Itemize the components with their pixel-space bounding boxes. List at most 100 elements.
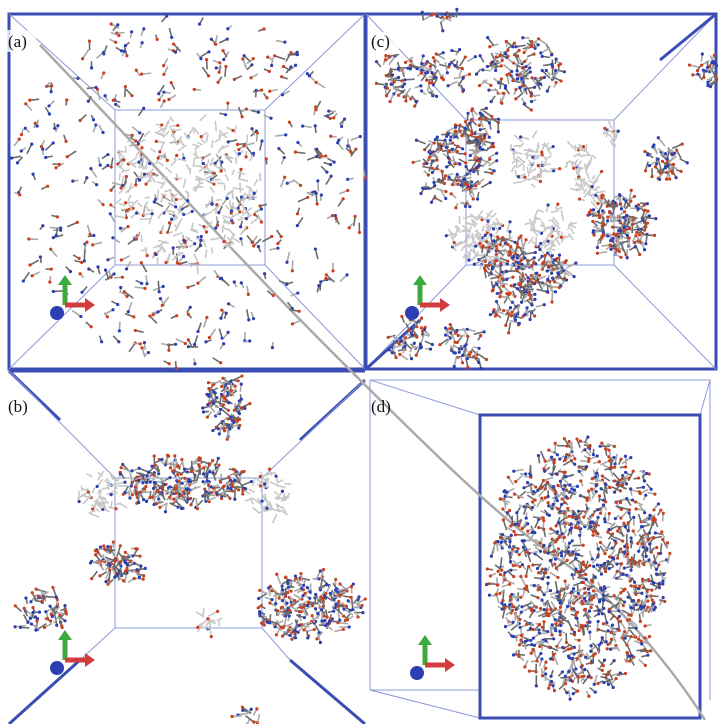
atom: [609, 239, 612, 242]
atom: [563, 277, 566, 280]
atom: [472, 170, 475, 173]
atom: [138, 467, 141, 470]
atom: [238, 210, 241, 213]
atom: [55, 596, 58, 599]
atom: [447, 133, 450, 136]
atom: [283, 156, 286, 159]
atom: [518, 322, 521, 325]
atom: [475, 73, 478, 76]
atom: [268, 468, 271, 471]
atom: [686, 161, 689, 164]
atom: [346, 178, 349, 181]
atom: [106, 545, 109, 548]
atom: [52, 141, 55, 144]
atom: [260, 207, 263, 210]
atom: [291, 322, 294, 325]
atom: [665, 161, 668, 164]
atom: [410, 357, 413, 360]
atom: [206, 479, 209, 482]
atom: [111, 308, 114, 311]
atom: [514, 252, 517, 255]
atom: [199, 244, 202, 247]
atom: [10, 156, 13, 159]
atom: [329, 163, 332, 166]
atom: [157, 156, 160, 159]
atom: [40, 600, 43, 603]
atom: [284, 576, 287, 579]
atom: [512, 470, 515, 473]
atom: [279, 235, 282, 238]
atom: [110, 22, 113, 25]
atom: [433, 184, 436, 187]
atom: [535, 606, 538, 609]
atom: [513, 42, 516, 45]
atom: [58, 163, 61, 166]
atom: [315, 637, 318, 640]
atom: [124, 560, 127, 563]
atom: [675, 149, 678, 152]
atom: [559, 62, 562, 65]
atom: [218, 61, 221, 64]
atom: [461, 361, 464, 364]
atom: [187, 345, 190, 348]
atom: [37, 594, 40, 597]
atom: [227, 331, 230, 334]
atom: [454, 130, 457, 133]
atom: [345, 273, 348, 276]
atom: [156, 38, 159, 41]
atom: [547, 240, 550, 243]
atom: [280, 626, 283, 629]
atom: [624, 465, 627, 468]
atom: [315, 155, 318, 158]
atom: [123, 290, 126, 293]
atom: [186, 286, 189, 289]
atom: [627, 237, 630, 240]
atom: [507, 331, 510, 334]
molecule-chain: [125, 146, 126, 153]
atom: [495, 152, 498, 155]
atom: [146, 474, 149, 477]
atom: [204, 500, 207, 503]
atom: [224, 113, 227, 116]
atom: [125, 267, 128, 270]
atom: [284, 595, 287, 598]
atom: [258, 589, 261, 592]
atom: [112, 540, 115, 543]
atom: [517, 266, 520, 269]
atom: [233, 280, 236, 283]
atom: [495, 55, 498, 58]
atom: [226, 197, 229, 200]
atom: [419, 345, 422, 348]
atom: [520, 263, 523, 266]
atom: [458, 48, 461, 51]
atom: [655, 162, 658, 165]
atom: [314, 607, 317, 610]
atom: [122, 579, 125, 582]
atom: [278, 597, 281, 600]
atom: [517, 283, 520, 286]
atom: [488, 158, 491, 161]
atom: [533, 256, 536, 259]
atom: [288, 121, 291, 124]
atom: [518, 49, 521, 52]
atom: [165, 14, 168, 17]
atom: [239, 225, 242, 228]
atom: [454, 206, 457, 209]
atom: [199, 57, 202, 60]
molecule-chain: [323, 598, 324, 609]
atom: [226, 38, 229, 41]
atom: [550, 63, 553, 66]
atom: [458, 163, 461, 166]
atom: [127, 310, 130, 313]
atom: [375, 82, 378, 85]
atom: [231, 221, 234, 224]
atom: [531, 281, 534, 284]
atom: [48, 112, 51, 115]
atom: [343, 118, 346, 121]
atom: [554, 69, 557, 72]
atom: [425, 79, 428, 82]
atom: [403, 345, 406, 348]
atom: [481, 113, 484, 116]
atom: [603, 659, 606, 662]
atom: [696, 69, 699, 72]
